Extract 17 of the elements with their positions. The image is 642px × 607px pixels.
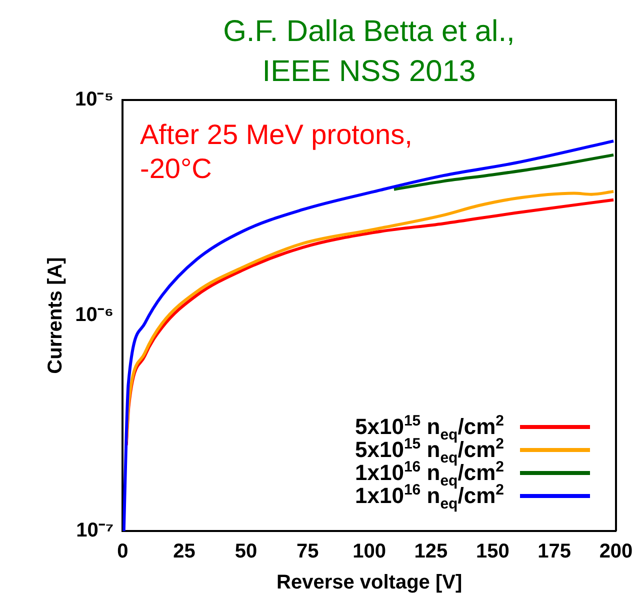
y-tick-label: 10⁻⁷ bbox=[76, 520, 114, 542]
x-tick-label: 150 bbox=[476, 540, 510, 563]
x-tick-label: 100 bbox=[352, 540, 386, 563]
x-tick-label: 0 bbox=[117, 540, 128, 563]
x-tick-label: 25 bbox=[173, 540, 196, 563]
chart-title: G.F. Dalla Betta et al., IEEE NSS 2013 bbox=[222, 14, 516, 90]
y-tick-label: 10⁻⁶ bbox=[75, 304, 114, 326]
x-tick-label: 200 bbox=[599, 540, 633, 563]
x-tick-label: 175 bbox=[538, 540, 572, 563]
annotation: After 25 MeV protons, -20°C bbox=[140, 118, 412, 186]
x-tick-label: 75 bbox=[296, 540, 319, 563]
y-axis-title: Currents [A] bbox=[44, 257, 67, 374]
x-axis-title: Reverse voltage [V] bbox=[276, 572, 462, 594]
y-tick-label: 10⁻⁵ bbox=[75, 88, 114, 111]
line-series bbox=[392, 153, 616, 191]
x-tick-label: 125 bbox=[414, 540, 448, 563]
x-tick-label: 50 bbox=[234, 540, 258, 563]
